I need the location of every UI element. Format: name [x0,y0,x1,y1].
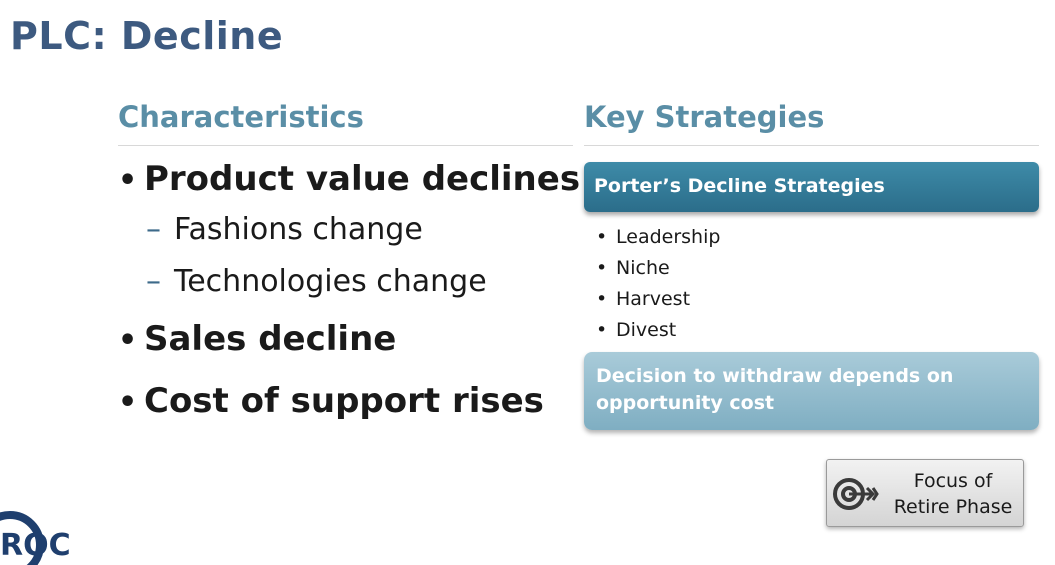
sub-bullet-text: Fashions change [174,212,423,247]
bullet-text: Product value declines [144,159,581,199]
list-item: • Harvest [596,284,720,315]
strategy-text: Harvest [616,288,691,310]
focus-line-1: Focus of [913,470,993,492]
bullet-dot-icon: • [596,288,608,310]
key-strategies-heading: Key Strategies [584,100,825,134]
porter-strategies-box: Porter’s Decline Strategies [584,162,1039,212]
characteristics-heading: Characteristics [118,100,364,134]
list-item: • Leadership [596,222,720,253]
sub-bullet-item: – Technologies change [118,256,578,308]
decision-note-box: Decision to withdraw depends on opportun… [584,352,1039,430]
focus-retire-phase-button[interactable]: Focus of Retire Phase [826,459,1024,527]
characteristics-list: • Product value declines – Fashions change… [118,156,581,426]
strategy-text: Divest [616,319,677,341]
strategy-list: • Leadership • Niche • Harvest • Divest [596,222,720,346]
bullet-text: Cost of support rises [144,381,544,421]
focus-line-2: Retire Phase [893,496,1013,518]
bullet-dot-icon: • [596,257,608,279]
strategy-text: Niche [616,257,670,279]
dash-icon: – [146,264,161,299]
strategies-divider [584,145,1039,146]
bullet-dot-icon: • [118,323,138,358]
list-item: • Niche [596,253,720,284]
bullet-dot-icon: • [596,319,608,341]
sub-bullet-item: – Fashions change [118,204,578,256]
bullet-item: • Cost of support rises [118,378,578,426]
logo-circle-icon [0,511,44,565]
bullet-item: • Product value declines [118,156,581,204]
bullet-dot-icon: • [596,226,608,248]
list-item: • Divest [596,315,720,346]
slide-title: PLC: Decline [10,14,284,58]
target-arrow-icon [833,478,879,510]
characteristics-divider [118,145,573,146]
bullet-dot-icon: • [118,163,138,198]
logo-text: ROC [0,528,71,563]
sub-bullet-text: Technologies change [174,264,487,299]
strategy-text: Leadership [616,226,721,248]
bullet-text: Sales decline [144,319,397,359]
bullet-dot-icon: • [118,385,138,420]
dash-icon: – [146,212,161,247]
bullet-item: • Sales decline [118,316,578,364]
